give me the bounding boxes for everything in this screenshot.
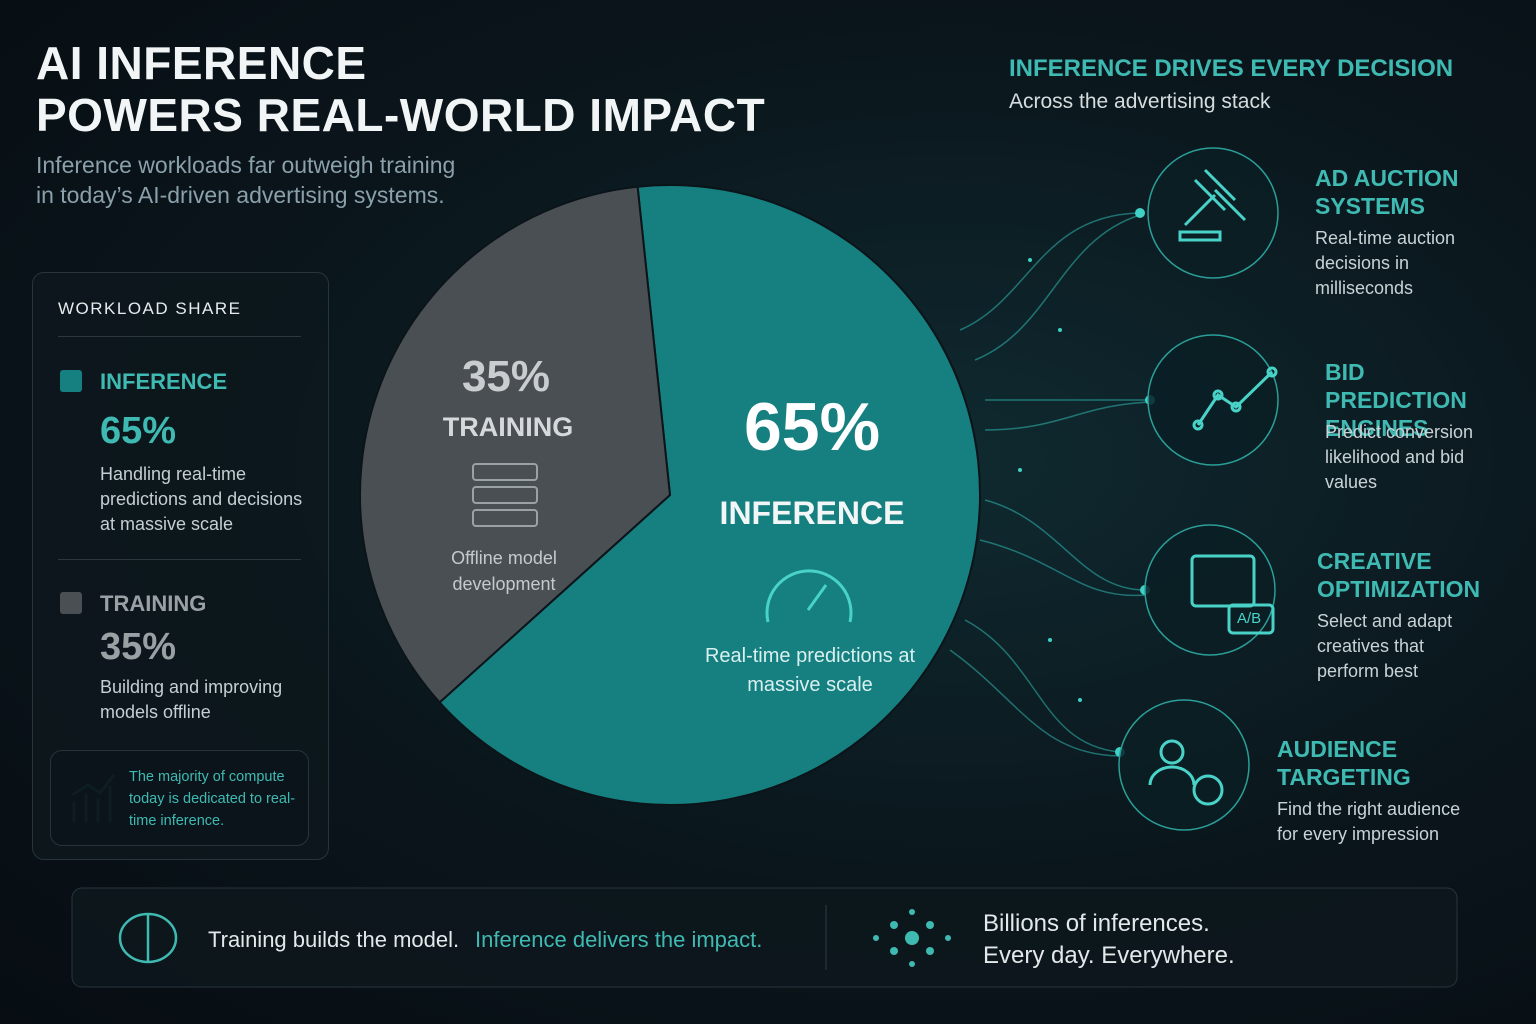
slice-value-label: 65% [743, 389, 881, 465]
footer-box [71, 887, 1458, 988]
gauge-icon [765, 569, 853, 623]
slice-note: Real-time predictions at massive scale [704, 645, 916, 696]
legend-value: 35% [100, 626, 177, 668]
subtitle-line: Inference workloads far outweigh trainin… [36, 152, 456, 178]
apps-title: INFERENCE DRIVES EVERY DECISION [1009, 55, 1454, 82]
server-icon [472, 463, 538, 527]
callout-box [50, 750, 309, 846]
app-title: AUDIENCE TARGETING [1277, 736, 1411, 790]
legend-title: WORKLOAD SHARE [58, 299, 242, 318]
app-icons [1118, 147, 1279, 831]
brain-icon [118, 912, 178, 964]
slice-value-label: 35% [461, 352, 551, 401]
slice-label: INFERENCE [719, 495, 905, 531]
title-line: AI INFERENCE [36, 37, 367, 89]
divider [58, 336, 301, 337]
dots-icon [873, 909, 951, 967]
footer-text: Inference delivers the impact. [475, 927, 763, 952]
app-glyphs [1148, 168, 1278, 806]
legend-value: 65% [100, 410, 177, 452]
legend-swatch [60, 592, 82, 614]
app-text: Predict conversion likelihood and bid va… [1325, 422, 1474, 492]
divider [58, 559, 301, 560]
legend-swatch [60, 370, 82, 392]
app-title: BID PREDICTION ENGINES [1325, 359, 1467, 441]
footer-text: Every day. Everywhere. [983, 942, 1235, 969]
app-text: Real-time auction decisions in milliseco… [1315, 228, 1456, 298]
pie [359, 184, 981, 806]
glow-dots [1018, 208, 1155, 757]
title-line: POWERS REAL-WORLD IMPACT [36, 89, 766, 141]
connector-lines [949, 212, 1151, 757]
footer-text: Billions of inferences. [983, 910, 1210, 937]
app-text: Select and adapt creatives that perform … [1317, 611, 1453, 681]
footer-text: Training builds the model. [208, 927, 460, 952]
legend-note: Building and improving models offline [100, 677, 283, 722]
slice-note: Offline model development [451, 548, 557, 594]
apps-subtitle: Across the advertising stack [1009, 90, 1271, 113]
legend-note: Handling real-time predictions and decis… [100, 464, 303, 534]
app-text: Find the right audience for every impres… [1277, 799, 1461, 844]
icon-badge: A/B [1237, 610, 1262, 627]
legend-name: INFERENCE [100, 369, 228, 394]
app-title: AD AUCTION SYSTEMS [1315, 165, 1459, 219]
legend-name: TRAINING [100, 591, 207, 616]
pie-slice [438, 184, 981, 806]
slice-label: TRAINING [442, 412, 574, 442]
subtitle-line: in today’s AI-driven advertising systems… [36, 182, 445, 208]
pie-slice [359, 185, 672, 704]
callout-text: The majority of compute today is dedicat… [129, 769, 296, 829]
app-title: CREATIVE OPTIMIZATION [1317, 548, 1481, 602]
